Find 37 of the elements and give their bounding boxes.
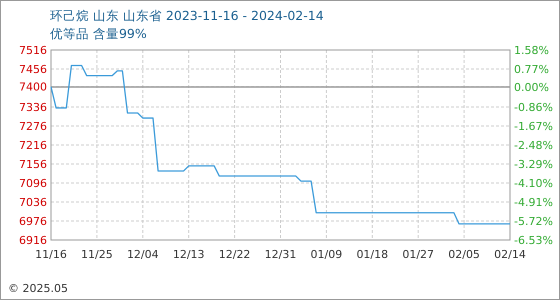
y2-tick-label: -5.72%: [514, 215, 553, 228]
x-tick-label: 01/09: [310, 248, 342, 261]
x-tick-label: 02/05: [448, 248, 480, 261]
y2-tick-label: -2.48%: [514, 139, 553, 152]
x-tick-label: 12/04: [126, 248, 159, 261]
x-tick-label: 12/13: [172, 248, 205, 261]
chart-title: 环己烷 山东 山东省 2023-11-16 - 2024-02-14: [50, 8, 324, 23]
y2-tick-label: 0.00%: [514, 81, 549, 94]
y2-tick-label: -0.86%: [514, 101, 553, 114]
y-tick-label: 6976: [19, 215, 47, 228]
y-tick-label: 7516: [19, 44, 47, 57]
line-series: [50, 64, 511, 224]
y2-tick-label: -1.67%: [514, 120, 553, 134]
y2-tick-label: -3.29%: [514, 158, 553, 172]
x-tick-label: 11/16: [35, 248, 67, 261]
y-tick-label: 7156: [19, 158, 47, 171]
x-tick-label: 02/14: [494, 248, 526, 261]
y2-tick-label: 0.77%: [514, 62, 549, 76]
x-tick-label: 01/18: [356, 248, 388, 261]
x-tick-label: 12/22: [218, 248, 250, 261]
x-tick-label: 12/31: [264, 248, 296, 261]
y2-tick-label: 1.58%: [514, 44, 549, 57]
y-tick-label: 7400: [19, 80, 47, 94]
y2-tick-label: -4.10%: [514, 177, 553, 190]
y2-tick-label: -4.91%: [514, 196, 553, 210]
y-tick-label: 7216: [19, 139, 47, 152]
y-tick-label: 6916: [19, 234, 47, 247]
y-tick-label: 7096: [19, 177, 47, 190]
chart-subtitle: 优等品 含量99%: [50, 26, 147, 41]
y2-tick-label: -6.53%: [514, 234, 553, 247]
y-tick-label: 7036: [19, 196, 47, 209]
x-tick-label: 11/25: [81, 248, 113, 261]
y-tick-label: 7456: [19, 63, 47, 76]
x-tick-label: 01/27: [402, 248, 434, 261]
y-tick-label: 7336: [19, 101, 47, 114]
text: © 2025.05: [8, 282, 68, 295]
y-tick-label: 7276: [19, 120, 47, 133]
